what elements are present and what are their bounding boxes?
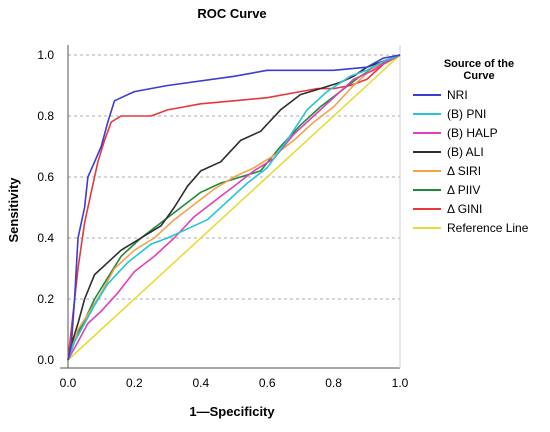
y-tick-label: 0.8 xyxy=(37,109,54,123)
y-tick-label: 0.2 xyxy=(37,292,54,306)
legend-title: Curve xyxy=(463,70,494,82)
x-tick-label: 0.2 xyxy=(126,376,143,390)
y-tick-label: 0.4 xyxy=(37,231,54,245)
legend-label: Δ PIIV xyxy=(447,183,480,197)
series-line-1 xyxy=(67,54,401,361)
x-axis-label: 1—Specificity xyxy=(189,404,275,419)
x-tick-label: 0.8 xyxy=(325,376,342,390)
x-tick-label: 1.0 xyxy=(392,376,409,390)
legend-label: NRI xyxy=(447,88,468,102)
y-tick-label: 0.0 xyxy=(37,353,54,367)
y-tick-label: 1.0 xyxy=(37,48,54,62)
legend-label: Δ GINI xyxy=(447,202,482,216)
series-line-0 xyxy=(67,54,401,361)
legend-label: Reference Line xyxy=(447,221,529,235)
series-line-7 xyxy=(67,54,401,361)
legend-label: Δ SIRI xyxy=(447,164,481,178)
legend-label: (B) PNI xyxy=(447,107,486,121)
series-line-6 xyxy=(67,54,401,361)
axis-layer: 0.0 0.2 0.4 0.6 0.8 1.0 0.0 0.2 0.4 0.6 0.8 1.0 xyxy=(37,45,409,390)
legend-label: (B) ALI xyxy=(447,145,484,159)
chart-title: ROC Curve xyxy=(197,6,266,21)
y-tick-label: 0.6 xyxy=(37,170,54,184)
x-tick-label: 0.0 xyxy=(60,376,77,390)
series-line-4 xyxy=(67,54,401,361)
series-line-2 xyxy=(67,54,401,361)
y-axis-label: Sensitivity xyxy=(6,177,21,243)
x-tick-label: 0.4 xyxy=(192,376,209,390)
legend-title: Source of the xyxy=(444,58,514,70)
x-tick-label: 0.6 xyxy=(259,376,276,390)
legend-label: (B) HALP xyxy=(447,126,498,140)
series-layer xyxy=(67,54,401,361)
